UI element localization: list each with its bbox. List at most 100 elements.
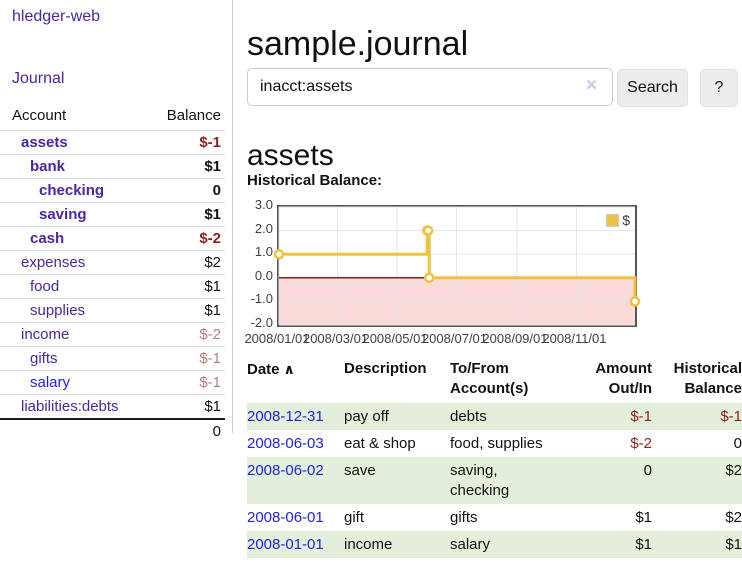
accounts-total-row: 0 (0, 418, 225, 443)
clear-search-icon[interactable]: × (586, 75, 598, 96)
txn-accounts: saving, checking (450, 462, 510, 499)
sort-up-icon: ∧ (283, 361, 295, 377)
historical-balance-chart: 3.0 2.0 1.0 0.0 -1.0 -2.0 $ 2008/01/01 2008/03… (240, 197, 740, 350)
account-row: bank $1 (0, 154, 225, 179)
brand-link[interactable]: hledger-web (12, 8, 101, 25)
account-row: liabilities:debts $1 (0, 394, 225, 419)
txn-accounts: debts (450, 408, 487, 425)
legend-label: $ (622, 212, 630, 228)
page-title: sample.journal (247, 24, 469, 63)
register-table: Date ∧ Description To/From Account(s) Amo… (247, 357, 742, 558)
register-row: 2008-06-01 gift gifts $1 $2 (247, 504, 742, 531)
legend-swatch-icon (606, 213, 620, 227)
txn-date-link[interactable]: 2008-12-31 (247, 408, 324, 425)
register-row: 2008-01-01 income salary $1 $1 (247, 531, 742, 558)
account-row: food $1 (0, 274, 225, 299)
account-balance: $1 (142, 298, 225, 323)
register-col-historical: Historical Balance (673, 360, 742, 397)
search-input[interactable] (247, 68, 613, 106)
txn-balance: $2 (725, 462, 742, 479)
account-row: supplies $1 (0, 298, 225, 323)
account-link-saving[interactable]: saving (39, 206, 87, 223)
y-tick-label: 3.0 (254, 197, 273, 212)
txn-balance: $1 (725, 536, 742, 553)
account-row: checking 0 (0, 178, 225, 203)
chart-canvas (273, 206, 641, 326)
account-link-bank[interactable]: bank (30, 158, 66, 175)
txn-description: income (344, 536, 393, 553)
txn-balance: $-1 (720, 408, 742, 425)
account-link-food[interactable]: food (30, 278, 60, 295)
account-link-supplies[interactable]: supplies (30, 302, 86, 319)
account-link-assets[interactable]: assets (21, 134, 68, 151)
txn-accounts: food, supplies (450, 435, 543, 452)
search-button[interactable]: Search (617, 69, 688, 107)
txn-description: save (344, 462, 376, 479)
account-link-salary[interactable]: salary (30, 374, 71, 391)
sidebar: hledger-web Journal Account Balance asse… (0, 0, 233, 443)
x-tick-label: 2008/09/01 (482, 331, 548, 346)
account-link-income[interactable]: income (21, 326, 70, 343)
account-row: assets $-1 (0, 130, 225, 155)
y-tick-label: -1.0 (250, 291, 273, 307)
x-tick-label: 2008/01/01 (244, 331, 310, 346)
txn-date-link[interactable]: 2008-06-03 (247, 435, 324, 452)
chart-legend: $ (605, 211, 631, 229)
register-col-date[interactable]: Date ∧ (247, 357, 344, 403)
register-col-amount: Amount Out/In (595, 360, 652, 397)
txn-amount: $-1 (630, 408, 652, 425)
account-balance: $-2 (142, 226, 225, 251)
accounts-table: Account Balance assets $-1 bank $1 check… (0, 103, 225, 443)
help-button[interactable]: ? (700, 69, 738, 107)
register-col-accounts: To/From Account(s) (450, 360, 529, 397)
accounts-col-account: Account (12, 107, 67, 124)
account-row: cash $-2 (0, 226, 225, 251)
txn-description: gift (344, 509, 365, 526)
account-row: salary $-1 (0, 370, 225, 395)
txn-date-link[interactable]: 2008-06-02 (247, 462, 324, 479)
txn-date-link[interactable]: 2008-06-01 (247, 509, 324, 526)
account-link-checking[interactable]: checking (39, 182, 105, 199)
y-tick-label: 0.0 (254, 267, 273, 283)
register-row: 2008-06-02 save saving, checking 0 $2 (247, 457, 742, 504)
chart-plot-area: $ (273, 205, 641, 327)
account-link-gifts[interactable]: gifts (30, 350, 58, 367)
register-row: 2008-12-31 pay off debts $-1 $-1 (247, 403, 742, 430)
account-row: saving $1 (0, 202, 225, 227)
txn-accounts: salary (450, 536, 491, 553)
account-link-cash[interactable]: cash (30, 230, 65, 247)
account-balance: $1 (142, 154, 225, 179)
account-balance: $-1 (142, 130, 225, 155)
txn-amount: 0 (643, 462, 652, 479)
txn-description: eat & shop (344, 435, 416, 452)
account-row: expenses $2 (0, 250, 225, 275)
txn-date-link[interactable]: 2008-01-01 (247, 536, 324, 553)
account-link-expenses[interactable]: expenses (21, 254, 86, 271)
x-tick-label: 2008/05/01 (362, 331, 428, 346)
register-col-description: Description (344, 360, 427, 377)
account-link-liabilities-debts[interactable]: liabilities:debts (21, 398, 119, 415)
account-balance: $1 (142, 394, 225, 419)
date-header-label: Date (247, 361, 280, 378)
account-balance: $-1 (142, 346, 225, 371)
account-heading: assets (247, 138, 334, 172)
txn-balance: 0 (733, 435, 742, 452)
account-row: gifts $-1 (0, 346, 225, 371)
accounts-total-balance: 0 (142, 418, 225, 443)
txn-amount: $-2 (630, 435, 652, 452)
register-row: 2008-06-03 eat & shop food, supplies $-2… (247, 430, 742, 457)
sidebar-item-journal[interactable]: Journal (12, 70, 65, 87)
txn-balance: $2 (725, 509, 742, 526)
y-tick-label: 2.0 (254, 220, 273, 236)
account-balance: $2 (142, 250, 225, 275)
txn-accounts: gifts (450, 509, 478, 526)
txn-description: pay off (344, 408, 389, 425)
account-balance: $1 (142, 202, 225, 227)
register-header-row: Date ∧ Description To/From Account(s) Amo… (247, 357, 742, 403)
account-balance: $1 (142, 274, 225, 299)
account-row: income $-2 (0, 322, 225, 347)
x-tick-label: 2008/11/01 (542, 331, 607, 346)
accounts-header-row: Account Balance (0, 103, 225, 131)
x-tick-label: 2008/07/01 (421, 331, 488, 346)
